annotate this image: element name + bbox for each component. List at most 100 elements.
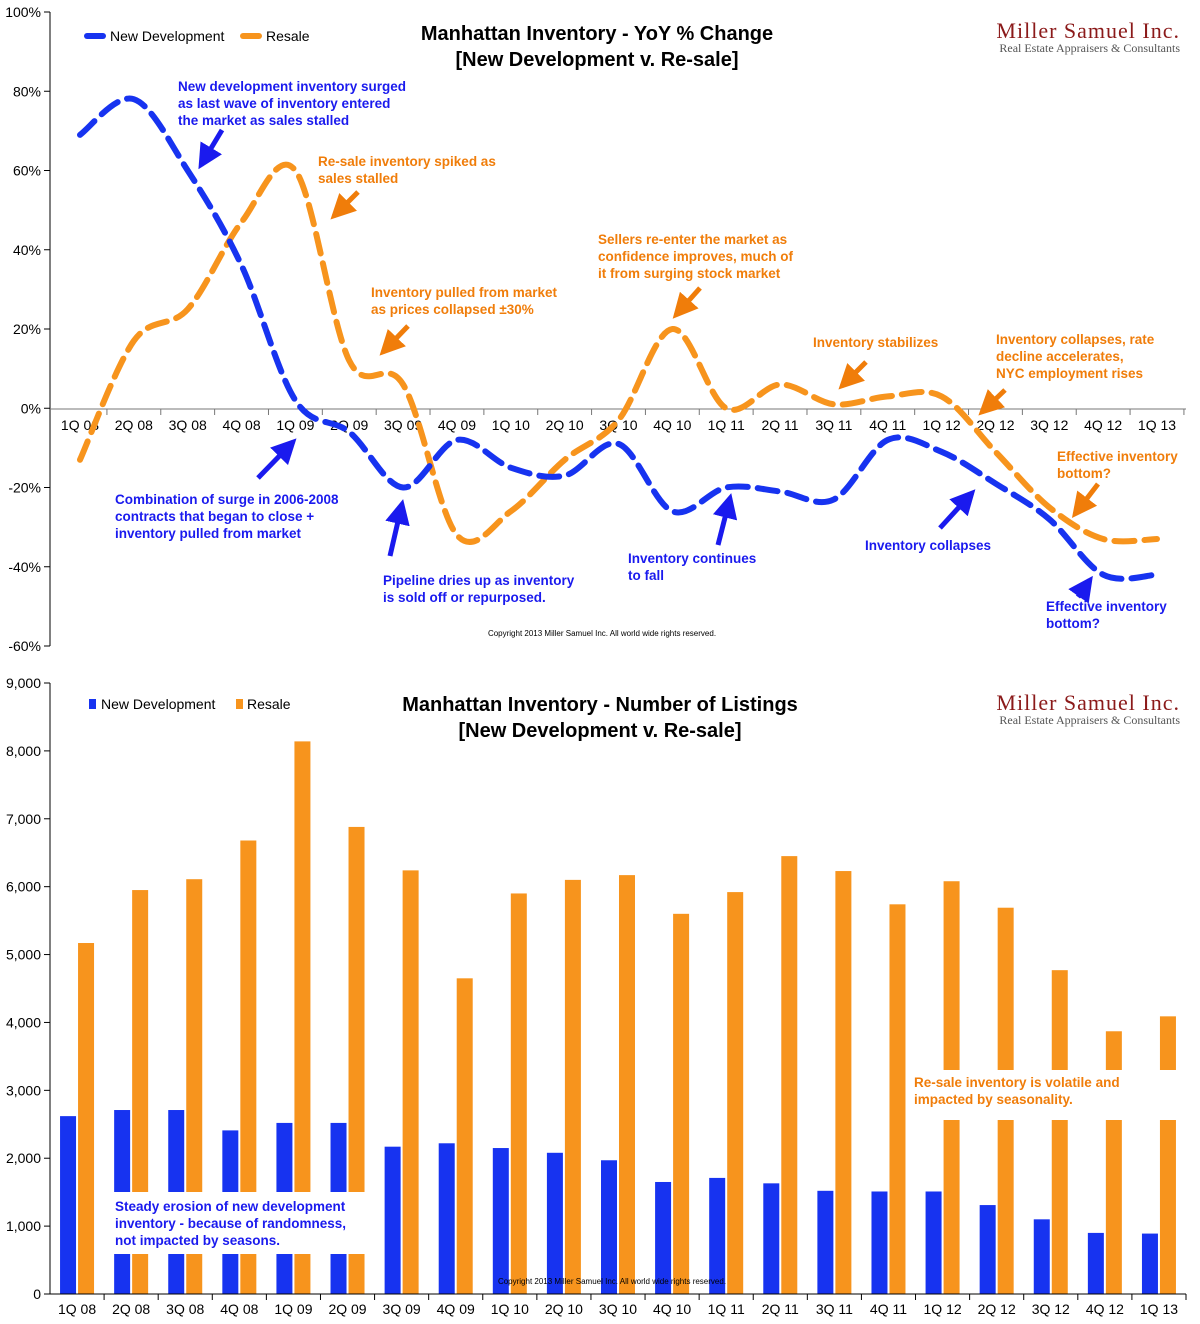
annotation-text: bottom? — [1046, 616, 1100, 631]
annotation-text: New development inventory surged — [178, 79, 406, 94]
listings-bar-chart: 0 1,000 2,000 3,000 4,000 5,000 6,000 7,000 8,00… — [6, 675, 1187, 1317]
yoy-title: Manhattan Inventory - YoY % Change — [421, 23, 773, 45]
bar-resale — [1051, 970, 1068, 1294]
bar-resale — [619, 875, 635, 1294]
arrow-icon — [330, 190, 360, 220]
x-tick-label: 4Q 09 — [438, 417, 476, 433]
x-tick-label: 2Q 10 — [545, 1301, 583, 1317]
yoy-arrows — [198, 128, 1100, 604]
annotation-text: inventory - because of randomness, — [115, 1216, 346, 1231]
annotation-text: sales stalled — [318, 171, 398, 186]
y-tick-label: -60% — [8, 638, 41, 654]
arrow-icon — [379, 324, 410, 356]
bar-new-development — [925, 1191, 942, 1294]
y-tick-label: -40% — [8, 559, 41, 575]
y-tick-label: 6,000 — [6, 879, 41, 895]
listings-legend: New Development Resale — [89, 696, 291, 712]
brand-tagline: Real Estate Appraisers & Consultants — [999, 713, 1180, 727]
x-tick-label: 2Q 08 — [115, 417, 153, 433]
bar-resale — [889, 904, 906, 1294]
annotation-text: Steady erosion of new development — [115, 1199, 346, 1214]
x-tick-label: 2Q 10 — [546, 417, 584, 433]
legend-new-dev-swatch — [89, 699, 96, 709]
bar-new-development — [1033, 1219, 1050, 1294]
bar-new-development — [655, 1181, 672, 1294]
x-tick-label: 4Q 11 — [869, 417, 906, 433]
arrow-icon — [938, 489, 976, 530]
annotation-text: the market as sales stalled — [178, 113, 349, 128]
bar-resale — [835, 871, 852, 1294]
x-tick-label: 1Q 13 — [1140, 1301, 1178, 1317]
yoy-line-chart: -60%-40%-20%0%20%40%60%80%100% 1Q 08 2Q 0… — [5, 4, 1186, 654]
annotation-text: inventory pulled from market — [115, 526, 302, 541]
series-line-new-development — [77, 95, 1160, 582]
x-tick-label: 2Q 12 — [976, 417, 1014, 433]
annotation-text: confidence improves, much of — [598, 249, 794, 264]
annotation-text: Re-sale inventory is volatile and — [914, 1075, 1120, 1090]
brand-name: Miller Samuel Inc. — [996, 18, 1180, 43]
annotation-text: Inventory pulled from market — [371, 285, 558, 300]
annotation-text: Pipeline dries up as inventory — [383, 573, 575, 588]
annotation-text: Inventory continues — [628, 551, 756, 566]
bar-new-development — [546, 1152, 563, 1294]
annotation-text: as prices collapsed ±30% — [371, 302, 534, 317]
x-tick-label: 2Q 08 — [112, 1301, 150, 1317]
arrow-icon — [838, 360, 868, 390]
bar-resale — [348, 826, 365, 1294]
annotation-text: Inventory collapses, rate — [996, 332, 1155, 347]
bar-new-development — [492, 1148, 509, 1294]
annotation-text: is sold off or repurposed. — [383, 590, 546, 605]
listings-y-ticks: 0 1,000 2,000 3,000 4,000 5,000 6,000 7,000 8,00… — [6, 675, 50, 1302]
listings-subtitle: [New Development v. Re-sale] — [458, 720, 741, 742]
x-tick-label: 1Q 09 — [274, 1301, 312, 1317]
arrow-icon — [1068, 575, 1093, 604]
bar-new-development — [979, 1205, 996, 1294]
x-tick-label: 1Q 08 — [58, 1301, 96, 1317]
bar-resale — [456, 978, 473, 1294]
annotation-text: Re-sale inventory spiked as — [318, 154, 496, 169]
x-tick-label: 4Q 10 — [653, 1301, 691, 1317]
x-tick-label: 4Q 09 — [437, 1301, 475, 1317]
bar-resale — [564, 879, 581, 1294]
y-tick-label: 5,000 — [6, 947, 41, 963]
brand-logo-bottom: Miller Samuel Inc. Real Estate Appraiser… — [996, 690, 1180, 727]
y-tick-label: 40% — [13, 242, 41, 258]
x-tick-label: 1Q 13 — [1138, 417, 1176, 433]
annotation-box-new-dev — [105, 1192, 367, 1254]
x-tick-label: 4Q 08 — [222, 417, 260, 433]
x-tick-label: 3Q 11 — [816, 1301, 853, 1317]
bar-new-development — [871, 1191, 888, 1294]
arrow-icon — [256, 438, 297, 480]
y-tick-label: 9,000 — [6, 675, 41, 691]
legend-new-dev-label: New Development — [101, 696, 215, 712]
y-tick-label: 20% — [13, 321, 41, 337]
listings-title: Manhattan Inventory - Number of Listings — [402, 694, 798, 716]
yoy-annotations: New development inventory surged as last … — [115, 79, 1178, 631]
brand-tagline: Real Estate Appraisers & Consultants — [999, 41, 1180, 55]
series-line-resale — [77, 161, 1160, 545]
bar-resale — [1159, 1016, 1176, 1294]
y-tick-label: 2,000 — [6, 1150, 41, 1166]
legend-resale-label: Resale — [247, 696, 291, 712]
bar-resale — [781, 856, 798, 1294]
bar-new-development — [60, 1116, 77, 1294]
y-tick-label: 3,000 — [6, 1082, 41, 1098]
annotation-text: Sellers re-enter the market as — [598, 232, 787, 247]
annotation-text: impacted by seasonality. — [914, 1092, 1073, 1107]
annotation-box-resale — [906, 1070, 1176, 1120]
y-tick-label: 4,000 — [6, 1014, 41, 1030]
x-tick-label: 3Q 08 — [166, 1301, 204, 1317]
x-tick-label: 1Q 12 — [923, 417, 961, 433]
y-tick-label: 80% — [13, 83, 41, 99]
bar-resale — [402, 870, 419, 1294]
x-tick-label: 3Q 11 — [815, 417, 852, 433]
annotation-text: Effective inventory — [1046, 599, 1167, 614]
x-tick-label: 4Q 08 — [220, 1301, 258, 1317]
x-tick-label: 1Q 10 — [492, 417, 530, 433]
legend-new-dev-label: New Development — [110, 28, 224, 44]
bar-new-development — [384, 1146, 401, 1294]
arrow-icon — [672, 286, 702, 319]
y-tick-label: 8,000 — [6, 743, 41, 759]
y-tick-label: 100% — [5, 4, 41, 20]
